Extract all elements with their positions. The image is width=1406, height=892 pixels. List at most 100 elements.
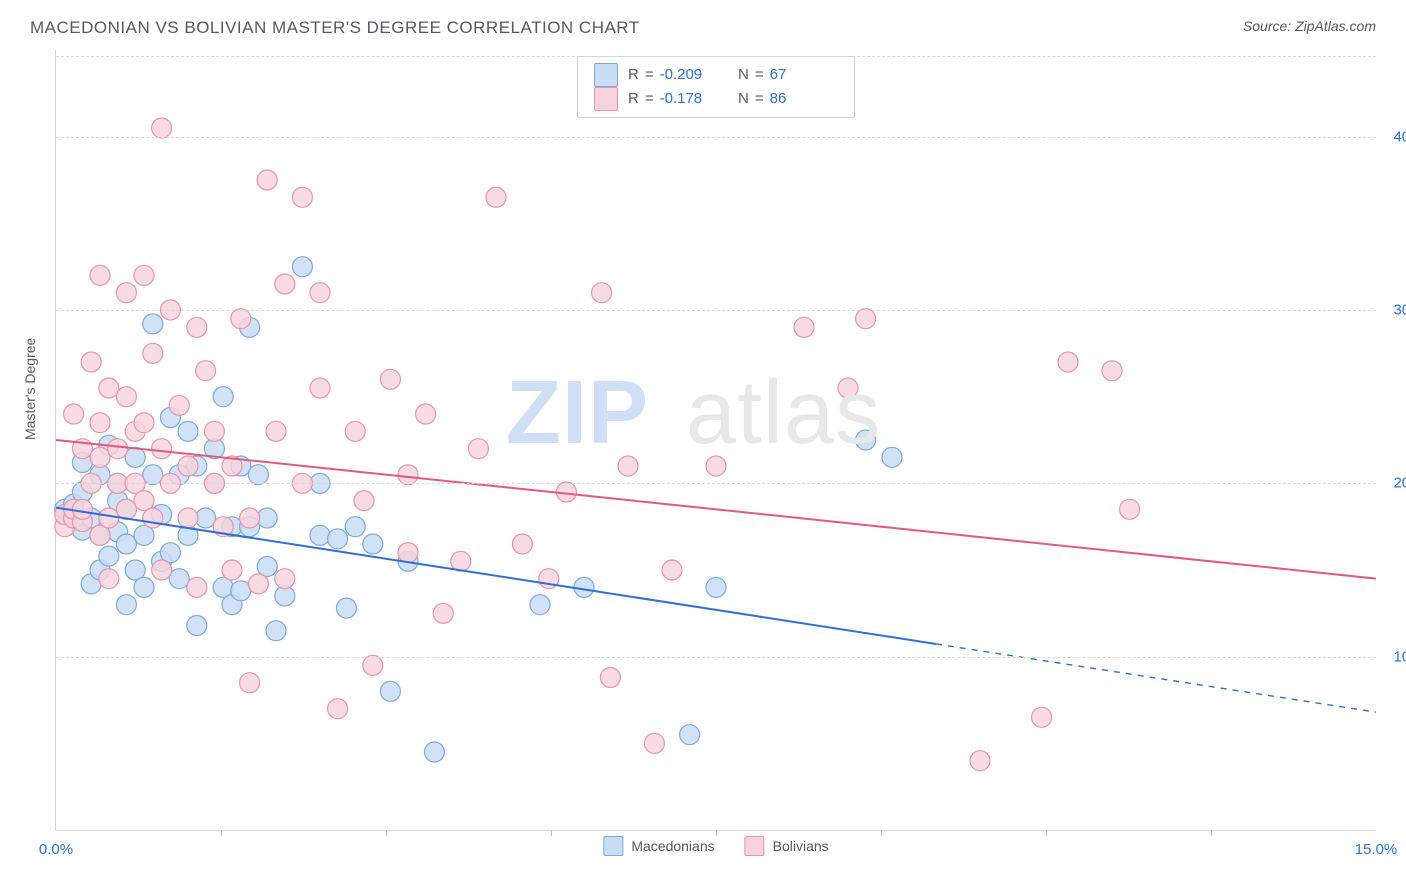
data-point xyxy=(662,560,682,580)
data-point xyxy=(116,387,136,407)
xtick-label: 15.0% xyxy=(1355,841,1398,858)
trend-line-extrapolated xyxy=(936,644,1376,712)
data-point xyxy=(310,525,330,545)
data-point xyxy=(196,508,216,528)
data-point xyxy=(706,456,726,476)
data-point xyxy=(169,395,189,415)
r-value: -0.178 xyxy=(660,87,703,111)
gridline-h xyxy=(56,657,1376,658)
swatch-blue xyxy=(603,836,623,856)
data-point xyxy=(90,265,110,285)
data-point xyxy=(292,187,312,207)
data-point xyxy=(838,378,858,398)
data-point xyxy=(266,621,286,641)
data-point xyxy=(99,569,119,589)
r-label: R xyxy=(628,63,639,87)
data-point xyxy=(433,603,453,623)
correlation-legend: R = -0.209 N = 67 R = -0.178 N = 86 xyxy=(577,56,855,118)
xtick-minor xyxy=(716,830,717,836)
xtick-minor xyxy=(1211,830,1212,836)
swatch-blue xyxy=(594,63,618,87)
data-point xyxy=(134,265,154,285)
data-point xyxy=(196,361,216,381)
data-point xyxy=(178,508,198,528)
gridline-h xyxy=(56,56,1376,57)
data-point xyxy=(363,534,383,554)
data-point xyxy=(680,725,700,745)
data-point xyxy=(1120,499,1140,519)
data-point xyxy=(143,508,163,528)
data-point xyxy=(99,378,119,398)
data-point xyxy=(856,430,876,450)
data-point xyxy=(530,595,550,615)
data-point xyxy=(231,309,251,329)
data-point xyxy=(1032,707,1052,727)
data-point xyxy=(143,465,163,485)
data-point xyxy=(99,508,119,528)
legend-row-bolivians: R = -0.178 N = 86 xyxy=(594,87,838,111)
data-point xyxy=(240,673,260,693)
ytick-label: 40.0% xyxy=(1386,128,1406,145)
data-point xyxy=(424,742,444,762)
data-point xyxy=(345,517,365,537)
gridline-h xyxy=(56,483,1376,484)
ytick-label: 20.0% xyxy=(1386,475,1406,492)
data-point xyxy=(90,413,110,433)
xtick-minor xyxy=(1046,830,1047,836)
data-point xyxy=(248,465,268,485)
data-point xyxy=(72,499,92,519)
source-attribution: Source: ZipAtlas.com xyxy=(1243,18,1376,34)
data-point xyxy=(275,569,295,589)
data-point xyxy=(1058,352,1078,372)
data-point xyxy=(644,733,664,753)
data-point xyxy=(116,534,136,554)
data-point xyxy=(856,309,876,329)
data-point xyxy=(882,447,902,467)
n-value: 86 xyxy=(770,87,787,111)
data-point xyxy=(152,439,172,459)
data-point xyxy=(354,491,374,511)
ytick-label: 10.0% xyxy=(1386,648,1406,665)
data-point xyxy=(345,421,365,441)
xtick-minor xyxy=(881,830,882,836)
data-point xyxy=(143,314,163,334)
data-point xyxy=(310,283,330,303)
data-point xyxy=(380,681,400,701)
data-point xyxy=(600,667,620,687)
n-value: 67 xyxy=(770,63,787,87)
data-point xyxy=(706,577,726,597)
data-point xyxy=(116,595,136,615)
plot-area: ZIP atlas R = -0.209 N = 67 R = -0.178 xyxy=(55,50,1376,831)
data-point xyxy=(187,615,207,635)
data-point xyxy=(416,404,436,424)
data-point xyxy=(248,574,268,594)
data-point xyxy=(336,598,356,618)
legend-item-macedonians: Macedonians xyxy=(603,836,714,856)
data-point xyxy=(275,274,295,294)
data-point xyxy=(187,317,207,337)
data-point xyxy=(213,387,233,407)
data-point xyxy=(380,369,400,389)
legend-row-macedonians: R = -0.209 N = 67 xyxy=(594,63,838,87)
data-point xyxy=(108,439,128,459)
data-point xyxy=(125,447,145,467)
y-axis-label: Master's Degree xyxy=(22,338,38,440)
gridline-h xyxy=(56,137,1376,138)
data-point xyxy=(592,283,612,303)
data-point xyxy=(204,421,224,441)
data-point xyxy=(64,404,84,424)
data-point xyxy=(468,439,488,459)
swatch-pink xyxy=(745,836,765,856)
data-point xyxy=(152,118,172,138)
data-point xyxy=(328,699,348,719)
data-point xyxy=(240,508,260,528)
data-point xyxy=(187,577,207,597)
data-point xyxy=(169,569,189,589)
scatter-svg xyxy=(56,50,1376,830)
xtick-minor xyxy=(386,830,387,836)
r-value: -0.209 xyxy=(660,63,703,87)
ytick-label: 30.0% xyxy=(1386,302,1406,319)
data-point xyxy=(486,187,506,207)
data-point xyxy=(257,508,277,528)
series-legend: Macedonians Bolivians xyxy=(603,836,828,856)
